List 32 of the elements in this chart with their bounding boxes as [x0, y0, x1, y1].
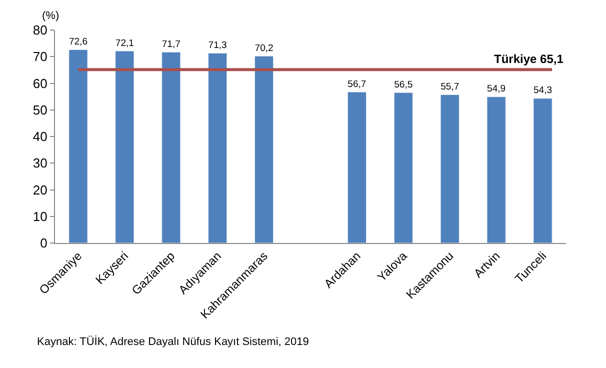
bar — [162, 52, 181, 243]
y-tick-label: 30 — [32, 156, 48, 171]
data-label: 56,5 — [394, 79, 413, 90]
y-tick-label: 0 — [40, 236, 48, 251]
bar — [533, 98, 552, 243]
ref-line-label: Türkiye 65,1 — [494, 52, 564, 66]
bar — [486, 96, 506, 243]
data-label: 71,3 — [208, 40, 227, 51]
data-label: 55,7 — [440, 82, 460, 92]
y-tick-label: 40 — [32, 129, 48, 144]
data-label: 71,7 — [162, 38, 180, 50]
y-tick-label: 10 — [32, 208, 48, 224]
y-tick-label: 70 — [32, 49, 48, 64]
bar — [254, 56, 274, 243]
text: Kaynak: TÜİK, Adrese Dayalı Nüfus Kayıt Sistemi, 2019 — [37, 335, 309, 348]
bar — [394, 92, 413, 243]
data-label: 56,7 — [348, 78, 366, 90]
data-label: 70,2 — [254, 42, 274, 54]
data-label: 54,9 — [487, 84, 506, 95]
y-tick-label: 80 — [32, 22, 48, 38]
data-label: 72,6 — [68, 36, 88, 48]
bar — [208, 52, 228, 243]
y-axis-title: (%) — [42, 10, 60, 22]
bar — [347, 92, 366, 243]
bar — [68, 49, 88, 243]
bar — [115, 50, 134, 243]
y-tick-label: 50 — [32, 102, 48, 118]
bar — [440, 94, 460, 243]
data-label: 72,1 — [115, 38, 134, 49]
y-tick-label: 20 — [32, 182, 48, 198]
data-label: 54,3 — [533, 85, 552, 96]
y-tick-label: 60 — [32, 76, 48, 91]
